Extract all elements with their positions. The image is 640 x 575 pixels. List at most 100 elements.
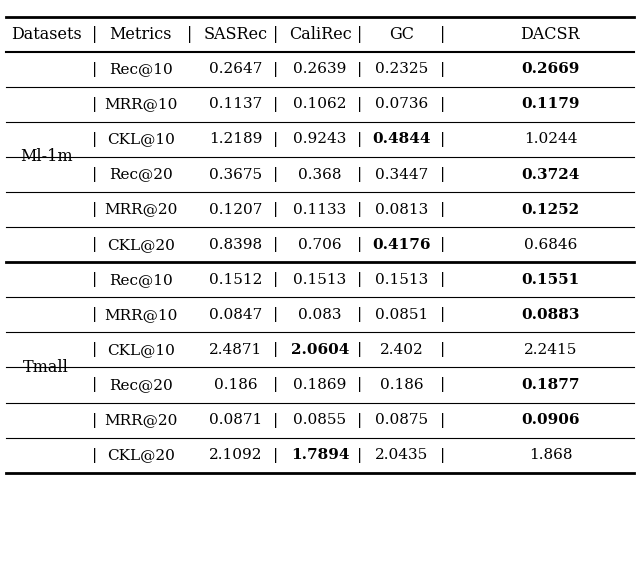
Text: |: | bbox=[440, 412, 445, 428]
Text: Rec@10: Rec@10 bbox=[109, 273, 173, 287]
Text: 0.1252: 0.1252 bbox=[522, 202, 579, 217]
Text: |: | bbox=[273, 272, 278, 288]
Text: 0.083: 0.083 bbox=[298, 308, 342, 322]
Text: 0.1869: 0.1869 bbox=[293, 378, 347, 392]
Text: |: | bbox=[440, 97, 445, 112]
Text: 0.3675: 0.3675 bbox=[209, 167, 262, 182]
Text: 2.4871: 2.4871 bbox=[209, 343, 262, 357]
Text: |: | bbox=[273, 307, 278, 323]
Text: 0.1513: 0.1513 bbox=[375, 273, 429, 287]
Text: 0.2325: 0.2325 bbox=[375, 62, 429, 76]
Text: |: | bbox=[92, 62, 97, 77]
Text: |: | bbox=[273, 237, 278, 252]
Text: |: | bbox=[357, 62, 362, 77]
Text: |: | bbox=[92, 202, 97, 217]
Text: 0.2647: 0.2647 bbox=[209, 62, 262, 76]
Text: 0.1512: 0.1512 bbox=[209, 273, 262, 287]
Text: Rec@10: Rec@10 bbox=[109, 62, 173, 76]
Text: |: | bbox=[92, 237, 97, 252]
Text: |: | bbox=[92, 447, 97, 463]
Text: |: | bbox=[440, 237, 445, 252]
Text: CKL@10: CKL@10 bbox=[107, 343, 175, 357]
Text: |: | bbox=[357, 447, 362, 463]
Text: |: | bbox=[273, 202, 278, 217]
Text: |: | bbox=[440, 202, 445, 217]
Text: |: | bbox=[92, 307, 97, 323]
Text: 0.186: 0.186 bbox=[380, 378, 424, 392]
Text: 2.2415: 2.2415 bbox=[524, 343, 577, 357]
Text: |: | bbox=[440, 447, 445, 463]
Text: MRR@20: MRR@20 bbox=[104, 202, 177, 217]
Text: |: | bbox=[357, 132, 362, 147]
Text: CKL@20: CKL@20 bbox=[107, 448, 175, 462]
Text: |: | bbox=[92, 167, 97, 182]
Text: 0.1179: 0.1179 bbox=[521, 97, 580, 112]
Text: 1.2189: 1.2189 bbox=[209, 132, 262, 147]
Text: |: | bbox=[440, 26, 445, 43]
Text: |: | bbox=[92, 132, 97, 147]
Text: |: | bbox=[440, 167, 445, 182]
Text: 0.2639: 0.2639 bbox=[293, 62, 347, 76]
Text: |: | bbox=[92, 342, 97, 358]
Text: |: | bbox=[357, 412, 362, 428]
Text: |: | bbox=[440, 307, 445, 323]
Text: |: | bbox=[273, 447, 278, 463]
Text: |: | bbox=[440, 272, 445, 288]
Text: 0.3724: 0.3724 bbox=[521, 167, 580, 182]
Text: GC: GC bbox=[389, 26, 415, 43]
Text: MRR@10: MRR@10 bbox=[104, 97, 177, 112]
Text: 2.1092: 2.1092 bbox=[209, 448, 262, 462]
Text: |: | bbox=[273, 132, 278, 147]
Text: Rec@20: Rec@20 bbox=[109, 378, 173, 392]
Text: |: | bbox=[357, 202, 362, 217]
Text: 0.0813: 0.0813 bbox=[375, 202, 429, 217]
Text: |: | bbox=[187, 26, 192, 43]
Text: 0.4176: 0.4176 bbox=[372, 237, 431, 252]
Text: |: | bbox=[273, 412, 278, 428]
Text: DACSR: DACSR bbox=[520, 26, 580, 43]
Text: 1.7894: 1.7894 bbox=[291, 448, 349, 462]
Text: 0.1877: 0.1877 bbox=[521, 378, 580, 392]
Text: |: | bbox=[92, 97, 97, 112]
Text: MRR@10: MRR@10 bbox=[104, 308, 177, 322]
Text: CaliRec: CaliRec bbox=[289, 26, 351, 43]
Text: |: | bbox=[92, 272, 97, 288]
Text: |: | bbox=[273, 97, 278, 112]
Text: 2.402: 2.402 bbox=[380, 343, 424, 357]
Text: 0.8398: 0.8398 bbox=[209, 237, 262, 252]
Text: 0.1513: 0.1513 bbox=[293, 273, 347, 287]
Text: |: | bbox=[92, 412, 97, 428]
Text: |: | bbox=[273, 342, 278, 358]
Text: 0.0847: 0.0847 bbox=[209, 308, 262, 322]
Text: Metrics: Metrics bbox=[109, 26, 172, 43]
Text: CKL@20: CKL@20 bbox=[107, 237, 175, 252]
Text: 0.0906: 0.0906 bbox=[521, 413, 580, 427]
Text: Datasets: Datasets bbox=[11, 26, 81, 43]
Text: CKL@10: CKL@10 bbox=[107, 132, 175, 147]
Text: |: | bbox=[92, 377, 97, 393]
Text: |: | bbox=[92, 26, 97, 43]
Text: |: | bbox=[357, 377, 362, 393]
Text: |: | bbox=[440, 132, 445, 147]
Text: 0.1133: 0.1133 bbox=[293, 202, 347, 217]
Text: 0.0855: 0.0855 bbox=[293, 413, 347, 427]
Text: |: | bbox=[273, 26, 278, 43]
Text: |: | bbox=[357, 237, 362, 252]
Text: |: | bbox=[357, 307, 362, 323]
Text: 0.9243: 0.9243 bbox=[293, 132, 347, 147]
Text: 0.1062: 0.1062 bbox=[293, 97, 347, 112]
Text: MRR@20: MRR@20 bbox=[104, 413, 177, 427]
Text: 0.186: 0.186 bbox=[214, 378, 257, 392]
Text: |: | bbox=[357, 342, 362, 358]
Text: 0.6846: 0.6846 bbox=[524, 237, 577, 252]
Text: Tmall: Tmall bbox=[23, 359, 69, 376]
Text: 0.0851: 0.0851 bbox=[375, 308, 429, 322]
Text: |: | bbox=[440, 377, 445, 393]
Text: |: | bbox=[273, 62, 278, 77]
Text: Ml-1m: Ml-1m bbox=[20, 148, 72, 166]
Text: 0.4844: 0.4844 bbox=[372, 132, 431, 147]
Text: 2.0604: 2.0604 bbox=[291, 343, 349, 357]
Text: 0.1207: 0.1207 bbox=[209, 202, 262, 217]
Text: 1.0244: 1.0244 bbox=[524, 132, 577, 147]
Text: 0.2669: 0.2669 bbox=[521, 62, 580, 76]
